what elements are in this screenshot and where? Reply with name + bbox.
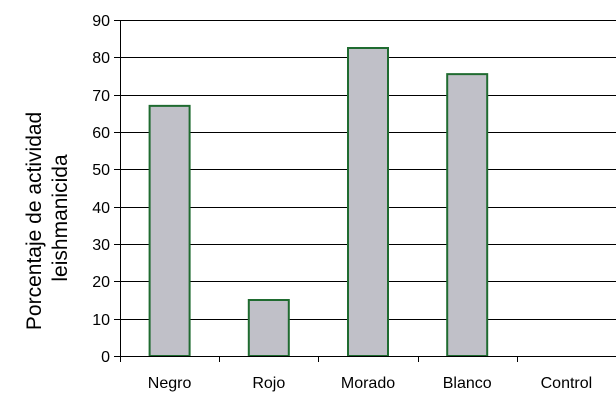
bars bbox=[148, 47, 489, 357]
x-tick-label: Rojo bbox=[252, 375, 285, 392]
bar-rojo bbox=[247, 299, 290, 357]
y-tick-label: 60 bbox=[92, 125, 110, 142]
y-axis-title-line-1: Porcentaje de actividad bbox=[23, 112, 46, 330]
x-tick-labels: Negro Rojo Morado Blanco Control bbox=[148, 375, 592, 392]
y-tick-label: 10 bbox=[92, 312, 110, 329]
y-tick-label: 90 bbox=[92, 13, 110, 30]
y-tick-label: 20 bbox=[92, 274, 110, 291]
y-axis-title: Porcentaje de actividad leishmanicida bbox=[23, 106, 72, 330]
y-tick-label: 40 bbox=[92, 200, 110, 217]
y-tick-label: 0 bbox=[101, 349, 110, 366]
y-tick-label: 80 bbox=[92, 50, 110, 67]
y-tick-label: 70 bbox=[92, 88, 110, 105]
y-axis-title-line-2: leishmanicida bbox=[49, 154, 72, 282]
x-tick-label: Control bbox=[541, 375, 593, 392]
bar-negro bbox=[148, 104, 191, 357]
x-tick-label: Morado bbox=[341, 375, 395, 392]
y-tick-label: 30 bbox=[92, 237, 110, 254]
axes bbox=[114, 20, 616, 362]
x-tick-label: Negro bbox=[148, 375, 192, 392]
x-tick-label: Blanco bbox=[443, 375, 492, 392]
y-tick-label: 50 bbox=[92, 162, 110, 179]
y-tick-labels: 0 10 20 30 40 50 60 70 80 90 bbox=[92, 13, 110, 366]
bar-blanco bbox=[446, 73, 489, 357]
bar-morado bbox=[347, 47, 389, 357]
